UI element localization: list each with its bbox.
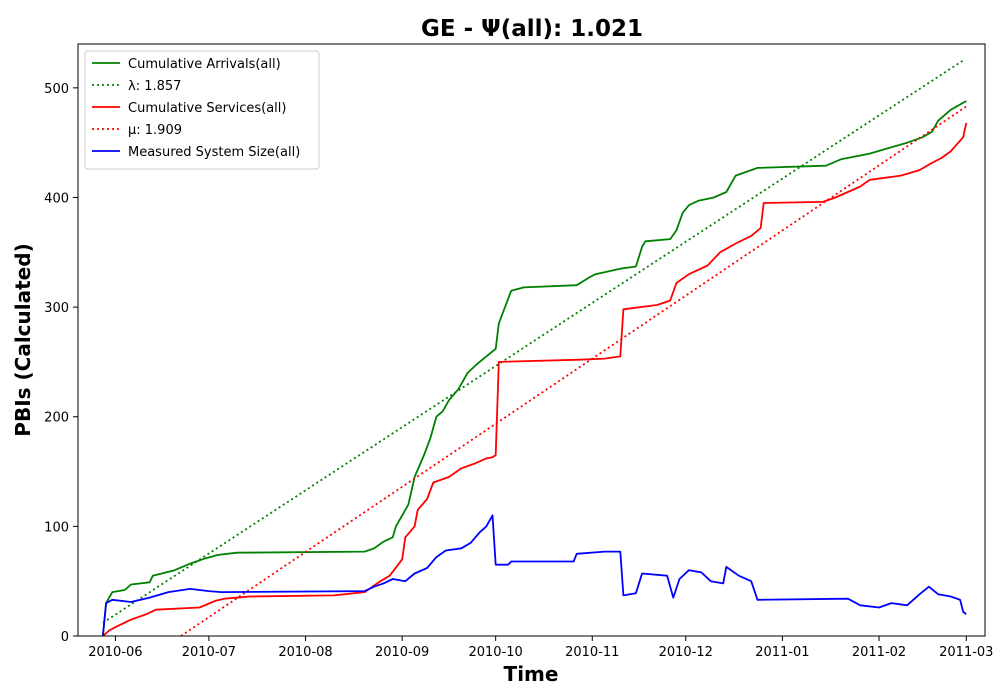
legend-label-measured-system-size-all: Measured System Size(all) <box>128 145 300 160</box>
legend-box <box>84 50 320 170</box>
x-tick-label: 2011-01 <box>755 645 809 660</box>
series-line-cumulative-arrivals-all <box>102 100 967 636</box>
y-tick-label: 500 <box>44 82 69 97</box>
series-line-1-857 <box>102 59 964 624</box>
chart-title: GE - Ψ(all): 1.021 <box>421 16 643 42</box>
x-tick-label: 2010-11 <box>565 645 619 660</box>
y-tick-label: 400 <box>44 191 69 206</box>
y-tick-label: 300 <box>44 301 69 316</box>
x-tick-label: 2010-08 <box>278 645 332 660</box>
axes: 2010-06 2010-07 2010-08 2010-09 2010-10 2010-… <box>44 82 993 660</box>
y-axis-title: PBIs (Calculated) <box>11 243 35 436</box>
x-tick-label: 2010-06 <box>88 645 142 660</box>
x-tick-label: 2010-12 <box>659 645 713 660</box>
legend-label-cumulative-services-all: Cumulative Services(all) <box>128 101 286 116</box>
y-tick-label: 200 <box>44 411 69 426</box>
x-tick-label: 2011-02 <box>852 645 906 660</box>
plot-area <box>102 59 968 636</box>
x-tick-label: 2010-07 <box>182 645 236 660</box>
series-line-cumulative-services-all <box>102 122 968 636</box>
x-tick-label: 2010-10 <box>468 645 522 660</box>
legend-label-1-857: λ: 1.857 <box>128 79 181 94</box>
plot-frame <box>77 43 986 637</box>
x-tick-label: 2010-09 <box>375 645 429 660</box>
legend: Cumulative Arrivals(all) λ: 1.857 Cumulati… <box>84 50 320 170</box>
series-line-measured-system-size-all <box>102 514 967 636</box>
y-tick-label: 100 <box>44 520 69 535</box>
legend-label-1-909: μ: 1.909 <box>128 123 182 138</box>
y-tick-label: 0 <box>61 630 69 645</box>
x-axis-title: Time <box>504 662 559 686</box>
x-tick-label: 2011-03 <box>939 645 993 660</box>
legend-label-cumulative-arrivals-all: Cumulative Arrivals(all) <box>128 57 281 72</box>
